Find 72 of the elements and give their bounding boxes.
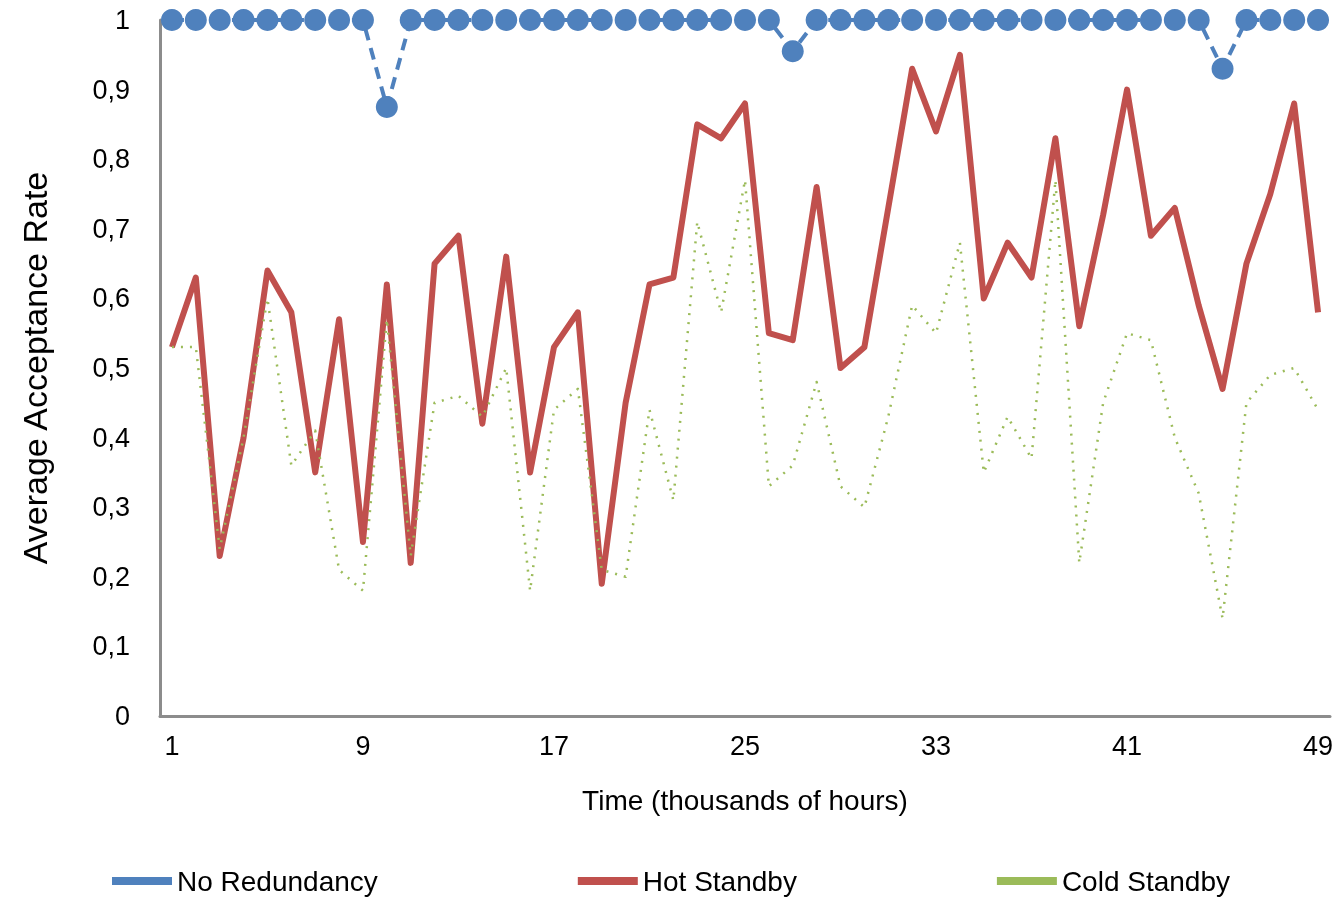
y-tick-label: 1 xyxy=(114,5,130,35)
point xyxy=(160,9,183,31)
point xyxy=(996,9,1019,31)
point xyxy=(734,9,756,31)
y-tick-label: 0,4 xyxy=(92,422,130,453)
y-tick-label: 0,8 xyxy=(92,144,130,175)
point xyxy=(519,9,542,31)
x-axis-title: Time (thousands of hours) xyxy=(582,784,908,816)
point xyxy=(399,9,422,31)
point xyxy=(1283,9,1306,31)
point xyxy=(447,9,470,31)
point xyxy=(757,9,780,31)
point xyxy=(280,9,303,31)
point xyxy=(375,96,398,118)
point xyxy=(1211,57,1234,80)
x-tick-label: 25 xyxy=(729,730,761,761)
point xyxy=(948,9,971,31)
x-tick-label: 49 xyxy=(1303,730,1334,761)
y-tick-label: 0,5 xyxy=(92,353,130,383)
point xyxy=(853,9,876,31)
point xyxy=(1068,9,1091,31)
y-tick-label: 0,6 xyxy=(92,283,130,314)
point xyxy=(566,9,589,31)
legend-label: Hot Standby xyxy=(642,865,797,897)
y-tick-label: 0,7 xyxy=(92,213,130,244)
point xyxy=(184,9,207,31)
point xyxy=(256,9,279,31)
point xyxy=(805,9,828,31)
point xyxy=(304,9,327,31)
y-tick-label: 0,1 xyxy=(92,631,130,662)
point xyxy=(1139,9,1162,31)
point xyxy=(901,9,924,31)
x-tick-label: 17 xyxy=(538,730,569,761)
point xyxy=(1163,9,1186,31)
y-tick-label: 0 xyxy=(114,701,130,731)
point xyxy=(972,9,995,31)
point xyxy=(638,9,661,31)
point xyxy=(543,9,565,31)
point xyxy=(1307,9,1330,31)
point xyxy=(877,9,900,31)
x-tick-label: 9 xyxy=(355,730,371,761)
point xyxy=(351,9,374,31)
point xyxy=(471,9,494,31)
legend-label: No Redundancy xyxy=(177,865,378,897)
y-axis-title: Average Acceptance Rate xyxy=(16,171,54,565)
x-tick-label: 41 xyxy=(1112,730,1143,761)
point xyxy=(1020,9,1043,31)
y-tick-label: 0,2 xyxy=(92,561,130,592)
point xyxy=(1092,9,1115,31)
point xyxy=(1259,9,1282,31)
point xyxy=(925,9,948,31)
point xyxy=(208,9,231,31)
x-tick-label: 33 xyxy=(921,730,952,761)
point xyxy=(686,9,709,31)
point xyxy=(423,9,446,31)
point xyxy=(662,9,685,31)
point xyxy=(1044,9,1067,31)
point xyxy=(232,9,255,31)
point xyxy=(1116,9,1139,31)
point xyxy=(829,9,852,31)
point xyxy=(1187,9,1210,31)
point xyxy=(781,40,804,63)
legend-label: Cold Standby xyxy=(1061,865,1230,897)
point xyxy=(1235,9,1258,31)
point xyxy=(710,9,733,31)
point xyxy=(495,9,518,31)
x-tick-label: 1 xyxy=(164,730,180,761)
y-tick-label: 0,9 xyxy=(92,74,130,105)
point xyxy=(614,9,637,31)
y-tick-label: 0,3 xyxy=(92,492,130,523)
point xyxy=(590,9,613,31)
point xyxy=(328,9,351,31)
